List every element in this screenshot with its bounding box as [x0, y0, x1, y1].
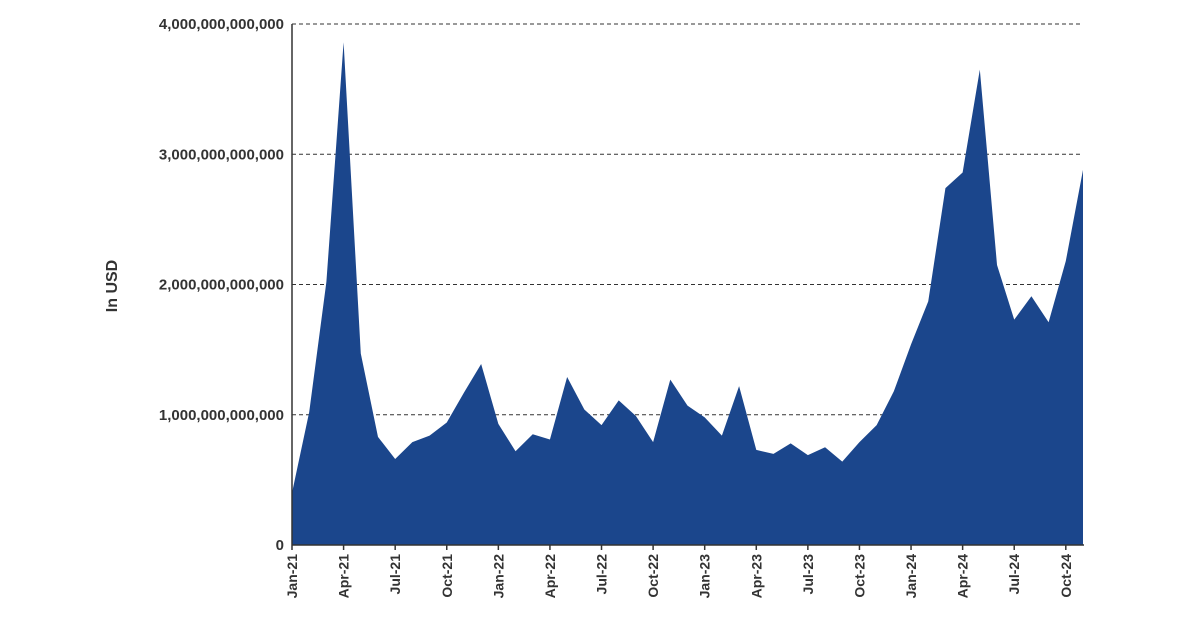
x-tick-label: Oct-21: [439, 554, 455, 598]
x-tick-label: Jan-21: [284, 554, 300, 599]
y-tick-label: 3,000,000,000,000: [159, 146, 284, 163]
x-tick-label: Jan-24: [903, 554, 919, 599]
y-tick-label: 1,000,000,000,000: [159, 407, 284, 424]
y-tick-label: 2,000,000,000,000: [159, 277, 284, 294]
x-tick-label: Jul-24: [1006, 554, 1022, 595]
x-tick-label: Jul-23: [800, 554, 816, 595]
x-tick-label: Oct-23: [851, 554, 867, 598]
x-tick-label: Apr-22: [542, 554, 558, 599]
y-axis-ticks: 0 1,000,000,000,000 2,000,000,000,000 3,000…: [159, 16, 284, 554]
x-tick-label: Apr-24: [955, 554, 971, 599]
area-series-fill: [292, 42, 1083, 545]
x-axis-ticks: Jan-21 Apr-21 Jul-21 Oct-21 Jan-22 Apr-22 Jul-…: [284, 545, 1074, 598]
y-tick-label: 4,000,000,000,000: [159, 16, 284, 33]
y-axis-label: In USD: [104, 260, 121, 312]
x-tick-label: Oct-24: [1058, 554, 1074, 598]
area-series: [292, 42, 1083, 545]
x-tick-label: Jan-23: [697, 554, 713, 599]
x-tick-label: Apr-21: [336, 554, 352, 599]
x-tick-label: Jan-22: [490, 554, 506, 599]
x-tick-label: Oct-22: [645, 554, 661, 598]
y-tick-label: 0: [276, 537, 284, 554]
x-tick-label: Apr-23: [748, 554, 764, 599]
x-tick-label: Jul-21: [387, 554, 403, 595]
x-tick-label: Jul-22: [594, 554, 610, 595]
